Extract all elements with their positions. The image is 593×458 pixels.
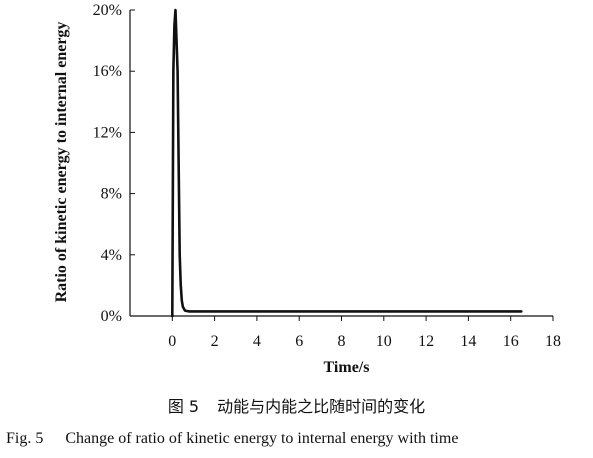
caption-chinese-text: 动能与内能之比随时间的变化 [217, 397, 426, 416]
y-tick-label: 8% [101, 186, 122, 203]
caption-chinese-figure-number: 图 5 [167, 397, 200, 416]
series-line [171, 8, 523, 318]
caption-chinese: 图 5 动能与内能之比随时间的变化 [0, 393, 593, 417]
x-tick-label: 0 [168, 333, 176, 350]
x-tick-label: 10 [376, 333, 392, 350]
y-tick-label: 0% [101, 308, 122, 325]
caption-english-text: Change of ratio of kinetic energy to int… [65, 430, 459, 447]
caption-english: Fig. 5 Change of ratio of kinetic energy … [6, 430, 458, 448]
x-tick-label: 8 [338, 333, 346, 350]
x-tick-label: 4 [253, 333, 261, 350]
x-axis-ticks: 0 2 4 6 8 10 12 14 16 18 [168, 316, 561, 350]
x-tick-label: 12 [418, 333, 434, 350]
x-axis-title: Time/s [324, 359, 370, 376]
series-layer [171, 8, 523, 318]
caption-english-figure-number: Fig. 5 [6, 430, 44, 447]
x-tick-label: 2 [211, 333, 219, 350]
y-axis-ticks: 0% 4% 8% 12% 16% 20% [93, 2, 135, 325]
y-tick-label: 12% [93, 124, 122, 141]
y-tick-label: 16% [93, 63, 122, 80]
y-axis-title: Ratio of kinetic energy to internal ener… [53, 22, 70, 303]
y-tick-label: 20% [93, 2, 122, 19]
chart: 0% 4% 8% 12% 16% 20% 0 2 4 6 8 10 12 14 16 18 Time/s R… [53, 2, 561, 376]
axes [129, 10, 553, 317]
x-tick-label: 6 [295, 333, 303, 350]
y-tick-label: 4% [101, 247, 122, 264]
x-tick-label: 14 [460, 333, 476, 350]
x-tick-label: 16 [503, 333, 519, 350]
x-tick-label: 18 [545, 333, 561, 350]
